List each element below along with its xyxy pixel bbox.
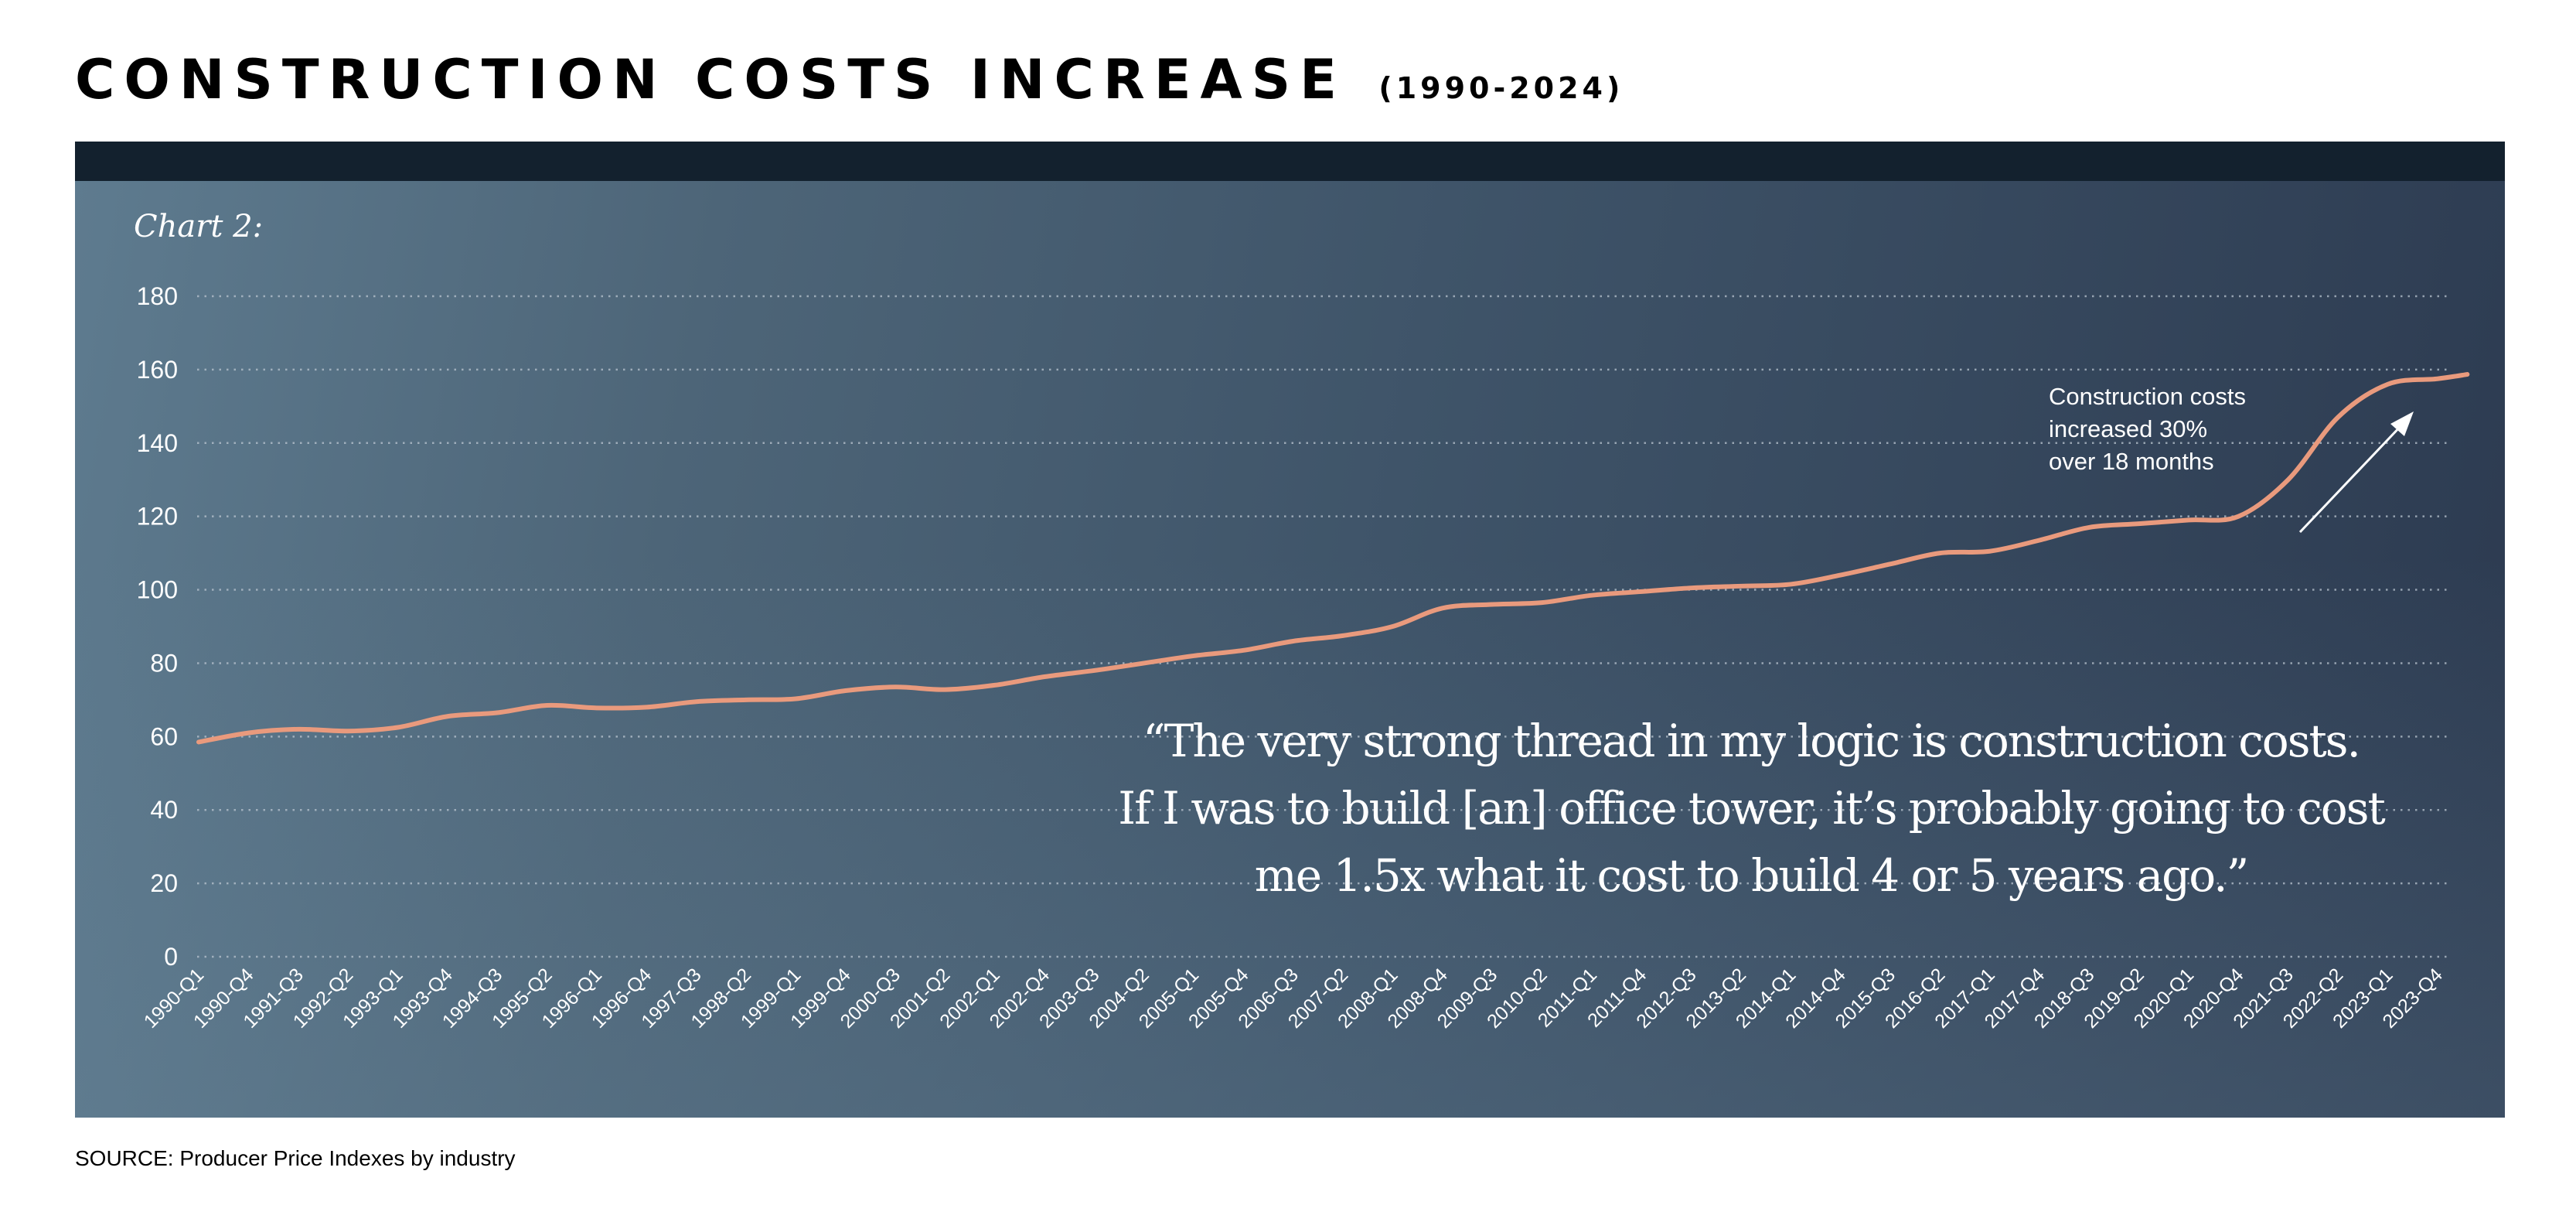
data-point <box>793 696 798 701</box>
y-tick-label: 40 <box>150 796 178 824</box>
chart-panel <box>75 181 2505 1118</box>
quote-line: me 1.5x what it cost to build 4 or 5 yea… <box>1254 849 2250 902</box>
data-point <box>2336 415 2340 420</box>
data-point <box>893 684 898 689</box>
data-point <box>744 698 748 702</box>
data-point <box>2385 382 2390 387</box>
source-note: SOURCE: Producer Price Indexes by indust… <box>75 1146 516 1170</box>
arrow-icon <box>2298 411 2414 534</box>
data-point <box>395 725 400 729</box>
y-tick-label: 0 <box>164 943 178 971</box>
data-point <box>993 683 997 688</box>
data-point <box>1739 584 1743 589</box>
quote-line: “The very strong thread in my logic is c… <box>1143 715 2361 767</box>
y-tick-label: 120 <box>137 503 178 531</box>
data-point <box>942 688 947 692</box>
data-point <box>644 705 649 709</box>
y-tick-label: 100 <box>137 576 178 604</box>
y-tick-label: 20 <box>150 869 178 897</box>
data-point <box>1092 668 1096 673</box>
data-point <box>1539 600 1544 605</box>
x-axis-ticks: 1990-Q11990-Q41991-Q31992-Q21993-Q11993-… <box>140 964 2447 1033</box>
data-point <box>1639 589 1644 594</box>
data-point <box>445 714 450 719</box>
data-point <box>1788 582 1793 586</box>
data-point <box>1590 593 1594 598</box>
data-point <box>1988 549 1992 554</box>
header-band <box>75 142 2505 181</box>
data-point <box>246 731 250 736</box>
data-point <box>1440 606 1445 610</box>
y-tick-label: 80 <box>150 649 178 677</box>
data-point <box>2137 521 2142 526</box>
annotation-line: increased 30% <box>2049 415 2208 442</box>
data-point <box>1937 551 1942 555</box>
data-point <box>1191 654 1196 658</box>
data-point <box>1042 674 1047 679</box>
y-tick-label: 180 <box>137 282 178 310</box>
data-point <box>2037 538 2042 543</box>
data-point <box>595 705 599 710</box>
gridlines <box>197 295 2451 958</box>
data-point <box>2186 517 2191 522</box>
data-point <box>694 699 698 704</box>
chart-label: Chart 2: <box>134 209 264 244</box>
data-point <box>1689 585 1693 590</box>
title-text: CONSTRUCTION COSTS INCREASE <box>75 48 1346 111</box>
quote-line: If I was to build [an] office tower, it’… <box>1118 782 2386 835</box>
y-tick-label: 140 <box>137 429 178 457</box>
y-tick-label: 60 <box>150 722 178 750</box>
data-point <box>1390 624 1395 629</box>
data-point <box>1490 602 1494 607</box>
data-point <box>2087 525 2091 530</box>
data-point <box>1341 633 1345 638</box>
data-point <box>1142 661 1147 665</box>
data-point <box>1291 639 1296 643</box>
annotation-line: Construction costs <box>2049 383 2246 410</box>
data-point <box>1838 573 1843 578</box>
data-point <box>2435 377 2440 381</box>
annotation: Construction costs increased 30% over 18… <box>2049 381 2246 478</box>
annotation-line: over 18 months <box>2049 448 2214 475</box>
data-point <box>296 727 301 732</box>
data-point <box>1241 648 1245 653</box>
data-point <box>2236 514 2240 519</box>
data-point <box>346 729 350 733</box>
data-point <box>1888 562 1893 566</box>
data-point <box>495 710 499 715</box>
y-tick-label: 160 <box>137 356 178 384</box>
chart-title: CONSTRUCTION COSTS INCREASE (1990-2024) <box>75 48 1624 111</box>
quote: “The very strong thread in my logic is c… <box>1044 708 2458 910</box>
title-range: (1990-2024) <box>1378 71 1624 105</box>
y-axis-ticks: 0 20 40 60 80 100 120 140 160 180 <box>137 282 178 971</box>
data-point <box>196 739 201 744</box>
data-point <box>2286 477 2291 482</box>
data-point <box>544 703 549 708</box>
series-points <box>196 377 2440 744</box>
data-point <box>843 688 848 693</box>
